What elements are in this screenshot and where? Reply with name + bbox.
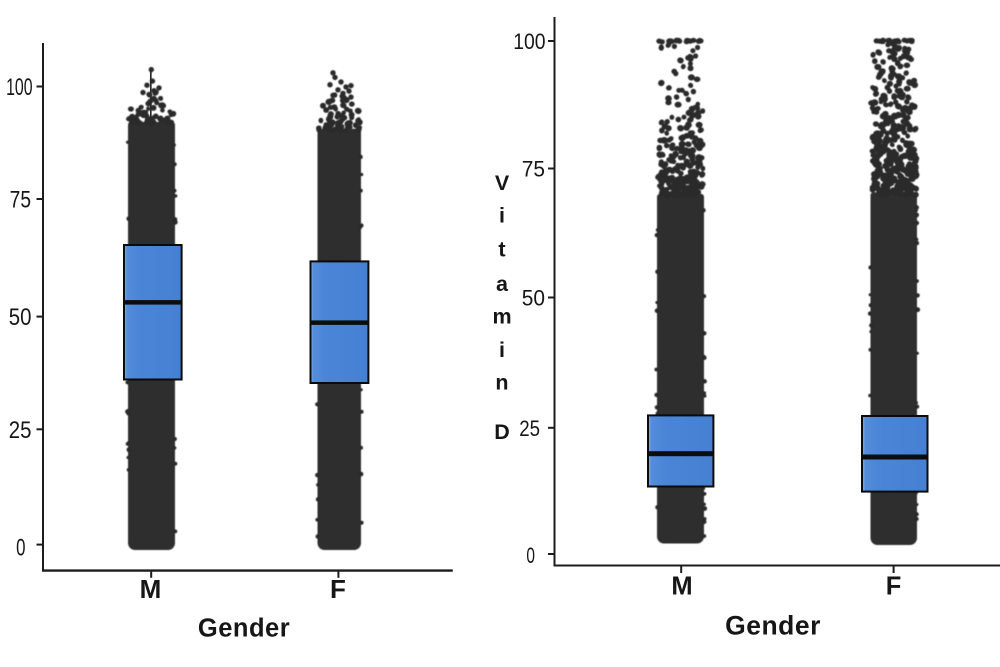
svg-text:Gender: Gender: [198, 615, 290, 643]
svg-text:M: M: [140, 574, 162, 604]
svg-text:F: F: [330, 574, 346, 604]
svg-text:D: D: [494, 420, 510, 444]
svg-text:25: 25: [9, 416, 32, 443]
svg-text:M: M: [671, 573, 692, 601]
svg-text:0: 0: [526, 544, 535, 568]
svg-text:0: 0: [16, 535, 25, 562]
svg-text:100: 100: [6, 75, 32, 101]
svg-text:50: 50: [522, 286, 545, 311]
svg-text:Gender: Gender: [725, 611, 821, 641]
svg-text:25: 25: [519, 417, 540, 441]
svg-text:50: 50: [9, 304, 32, 331]
svg-text:V: V: [495, 171, 510, 195]
svg-text:i: i: [499, 204, 505, 228]
svg-text:75: 75: [522, 157, 545, 182]
svg-text:75: 75: [10, 186, 31, 214]
svg-text:i: i: [499, 338, 505, 362]
svg-text:F: F: [886, 573, 902, 601]
svg-text:100: 100: [513, 30, 545, 54]
svg-text:t: t: [498, 238, 505, 262]
svg-text:m: m: [492, 305, 511, 329]
svg-text:n: n: [495, 371, 508, 395]
svg-text:a: a: [496, 272, 509, 296]
